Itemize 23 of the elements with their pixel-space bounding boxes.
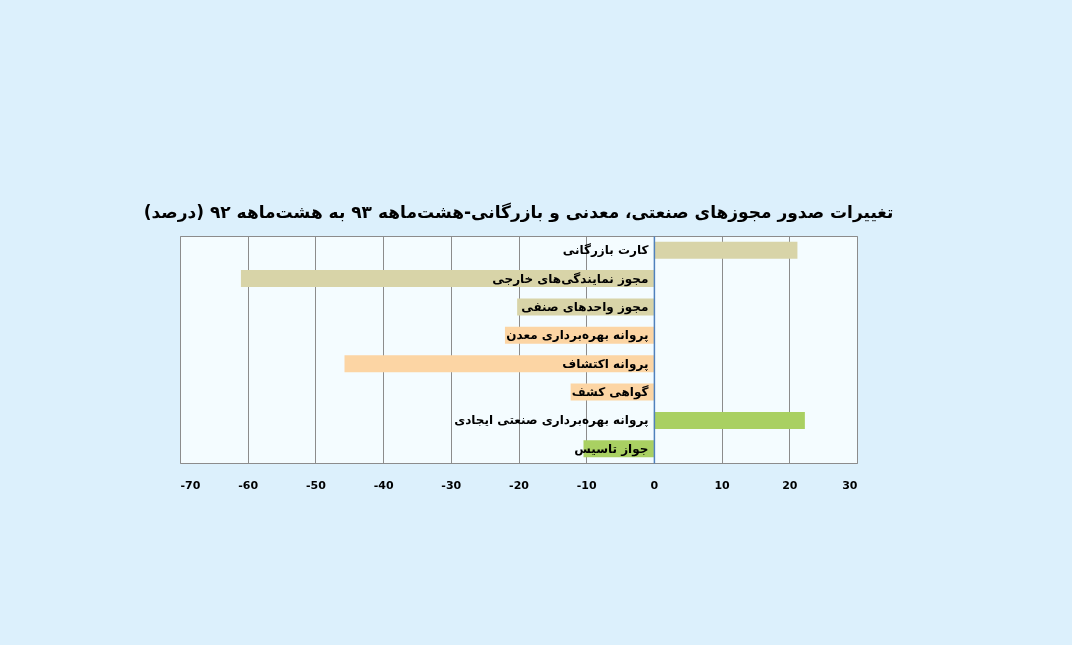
y-tick-label: کارت بازرگانی [562, 243, 649, 258]
x-tick-label: -40 [373, 478, 394, 492]
y-tick-label: مجوز نمایندگی‌های خارجی [492, 271, 649, 287]
x-tick-label: 20 [782, 478, 798, 492]
chart-title: تغییرات صدور مجوزهای صنعتی، معدنی و بازرگانی-هشت‌ماهه ۹۳ به هشت‌ماهه ۹۲ (درصد) [143, 202, 894, 223]
bar [653, 241, 798, 259]
x-tick-label: 30 [842, 478, 858, 492]
x-tick-label: 0 [650, 478, 659, 492]
bar [240, 270, 654, 288]
bar [653, 411, 805, 429]
x-tick-label: -30 [441, 478, 462, 492]
y-tick-label: پروانه بهره‌برداری معدن [506, 328, 649, 344]
x-tick-label: -10 [576, 478, 597, 492]
x-tick-label: -70 [180, 478, 201, 492]
x-tick-label: 10 [714, 478, 731, 492]
y-tick-label: مجوز واحدهای صنفی [521, 299, 649, 315]
y-tick-label: پروانه اکتشاف [562, 356, 649, 372]
y-tick-label: پروانه بهره‌برداری صنعتی ایجادی [454, 413, 649, 429]
x-tick-label: -50 [305, 478, 327, 492]
x-tick-label: -60 [238, 478, 259, 492]
bar [344, 355, 654, 373]
y-tick-label: گواهی کشف [571, 385, 649, 401]
x-tick-label: -20 [509, 478, 530, 492]
